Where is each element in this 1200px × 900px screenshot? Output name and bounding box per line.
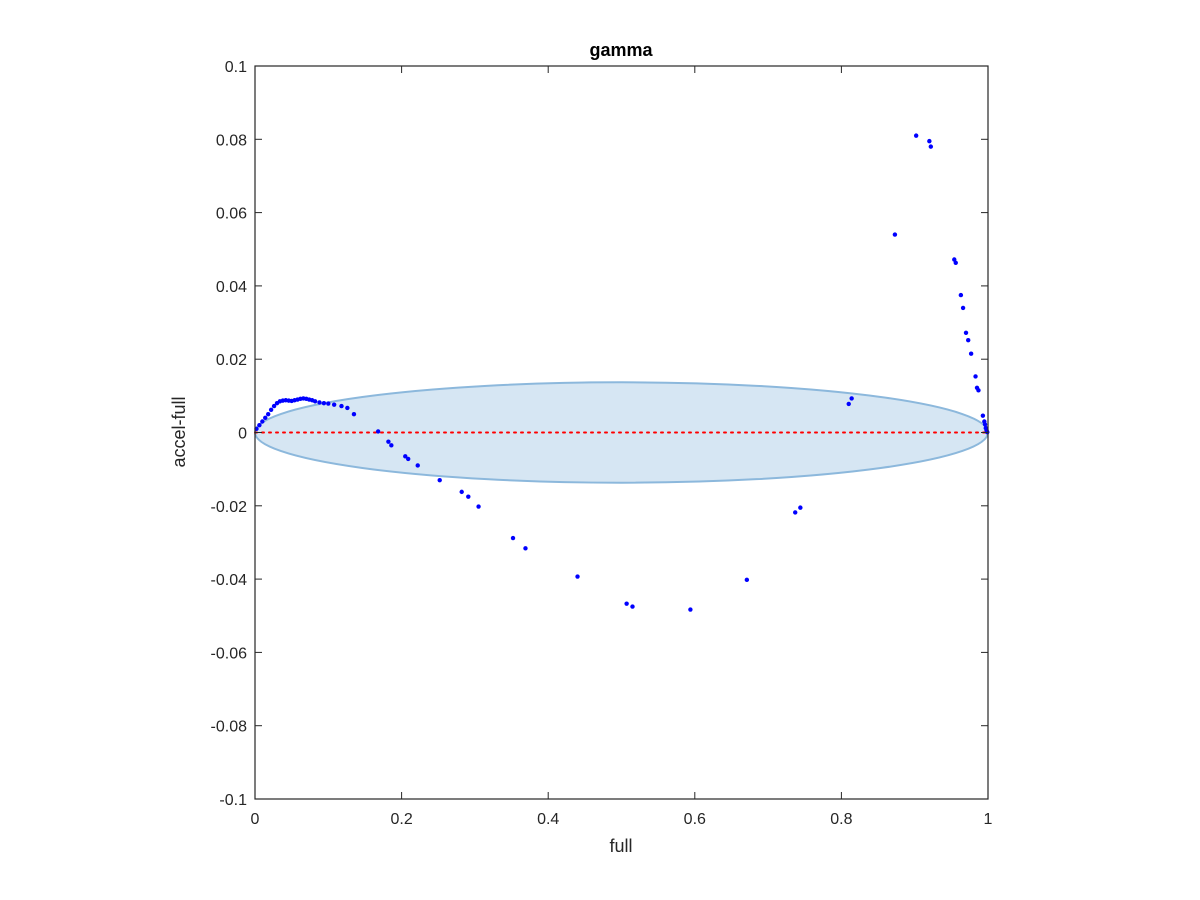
data-point [326, 401, 331, 406]
data-point [403, 454, 408, 459]
data-point [952, 257, 957, 262]
data-point [510, 535, 516, 541]
data-point [466, 494, 471, 499]
data-point [386, 439, 391, 444]
data-point [849, 396, 854, 401]
data-point [459, 489, 464, 495]
data-point [744, 577, 750, 583]
x-tick-label: 0.2 [390, 811, 412, 828]
data-point [982, 422, 988, 427]
data-point [339, 403, 344, 409]
y-tick-label: -0.06 [211, 645, 248, 662]
data-point [846, 401, 851, 407]
x-tick-label: 1 [984, 811, 993, 828]
x-tick-label: 0.6 [684, 811, 706, 828]
data-point [268, 407, 274, 412]
data-point [976, 388, 981, 393]
data-point [928, 144, 934, 149]
data-point [798, 505, 803, 510]
y-tick-label: -0.04 [211, 572, 248, 589]
y-tick-label: 0.06 [216, 206, 247, 223]
data-point [927, 138, 932, 144]
data-point [624, 601, 629, 606]
data-point [913, 133, 919, 138]
data-point [630, 604, 635, 609]
data-point [963, 330, 969, 336]
y-tick-label: -0.1 [219, 792, 247, 809]
data-point [257, 422, 262, 428]
data-point [263, 415, 268, 421]
data-point [476, 504, 481, 509]
data-point [960, 305, 966, 311]
y-tick-label: 0.04 [216, 279, 247, 296]
data-point [331, 402, 337, 407]
data-point [415, 463, 420, 468]
data-point [958, 292, 964, 298]
data-point [688, 607, 693, 612]
data-point [980, 413, 986, 418]
data-point [260, 419, 265, 424]
y-tick-label: 0.08 [216, 132, 247, 149]
data-point [966, 337, 971, 343]
data-point [375, 429, 381, 434]
data-point [523, 546, 528, 551]
data-point [312, 399, 318, 404]
y-tick-label: 0.02 [216, 352, 247, 369]
data-point [351, 411, 357, 417]
data-point [265, 411, 271, 417]
y-axis-label: accel-full [169, 396, 189, 467]
data-point [953, 260, 958, 266]
y-tick-label: -0.02 [211, 499, 248, 516]
data-point [317, 400, 322, 405]
data-point [793, 510, 798, 515]
y-axis: -0.1 -0.08 -0.06 -0.04 -0.02 0 0.02 0.04 0.06 0.0… [211, 59, 988, 809]
data-point [437, 477, 442, 483]
x-tick-label: 0.8 [830, 811, 852, 828]
data-point [968, 351, 974, 356]
data-point [973, 374, 978, 379]
x-axis: 0 0.2 0.4 0.6 0.8 1 [251, 66, 993, 828]
data-point [389, 443, 394, 448]
y-tick-label: -0.08 [211, 719, 248, 736]
chart-title: gamma [589, 40, 653, 60]
data-point [575, 574, 580, 579]
data-point [892, 232, 898, 237]
data-point [345, 405, 350, 411]
x-tick-label: 0.4 [537, 811, 559, 828]
x-tick-label: 0 [251, 811, 260, 828]
data-point [321, 400, 327, 406]
x-axis-label: full [609, 836, 632, 856]
data-point [271, 403, 277, 409]
y-tick-label: 0.1 [225, 59, 247, 76]
y-tick-label: 0 [238, 426, 247, 443]
data-point [405, 456, 411, 462]
